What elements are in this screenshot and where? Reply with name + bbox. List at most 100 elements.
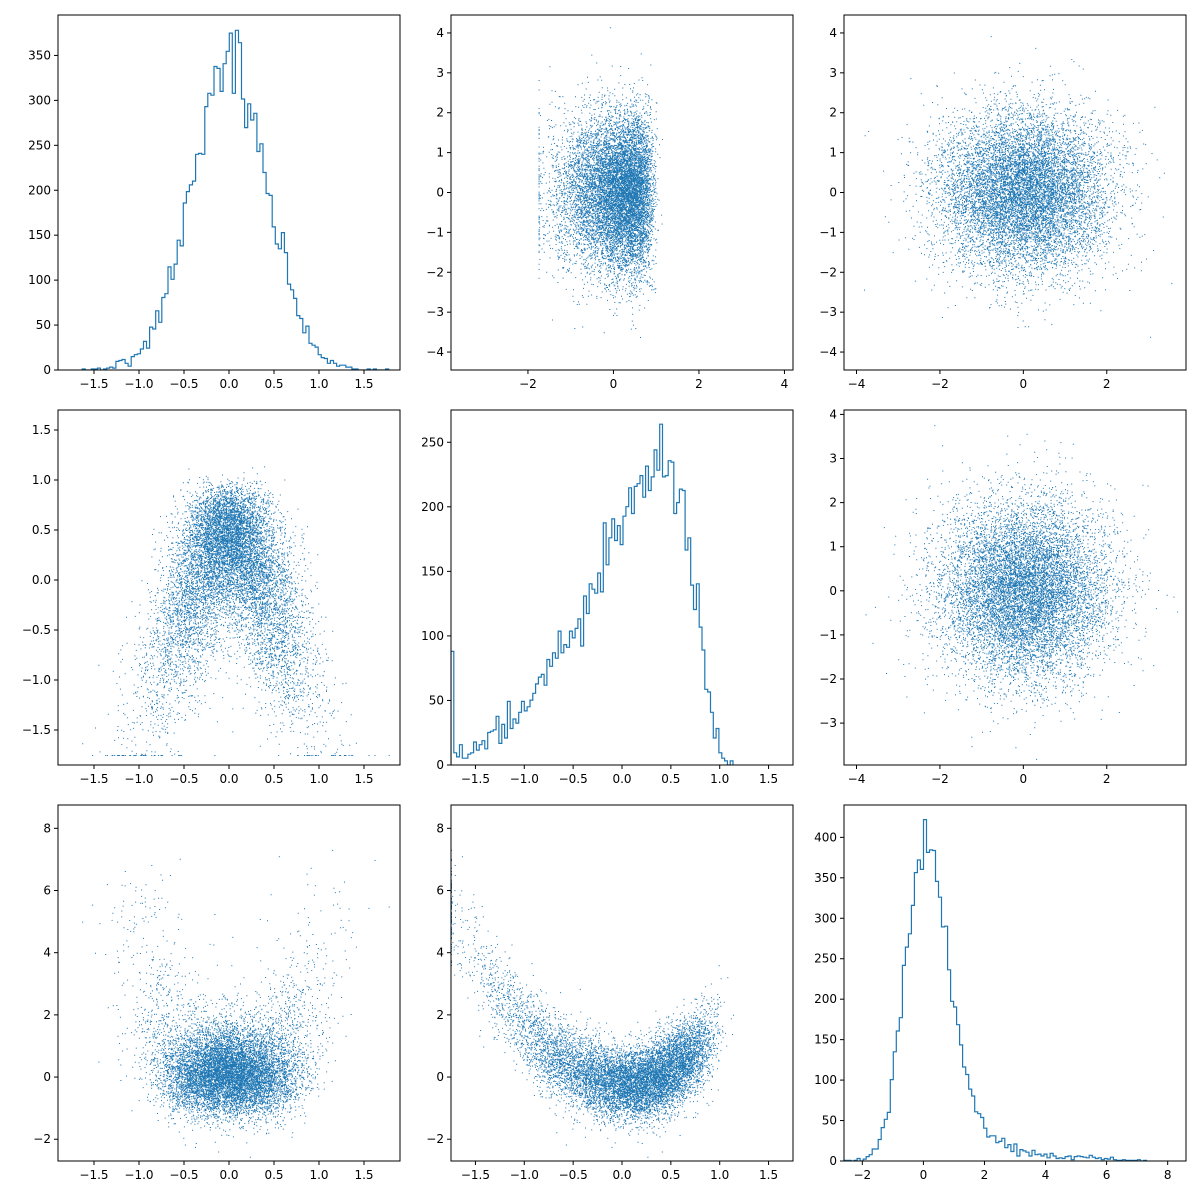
subplot-r0-c0: −1.5 −1.0 −0.5 0.0 0.5 1.0 1.5 0 50 100 150 200 250 3… (28, 14, 401, 391)
y-tick-label: 4 (829, 26, 837, 40)
y-tick-label: 3 (829, 452, 837, 466)
y-tick-label: 50 (822, 1114, 837, 1128)
x-tick-label: −1.5 (79, 1168, 108, 1182)
y-tick-label: 1 (436, 146, 444, 160)
subplot-r2-c1: −1.5 −1.0 −0.5 0.0 0.5 1.0 1.5 −2 0 2 4 6 8 (426, 804, 794, 1182)
x-tick-label: 0 (920, 1168, 928, 1182)
y-tick-label: 50 (429, 693, 444, 707)
x-tick-label: 8 (1164, 1168, 1172, 1182)
y-tick-label: 1 (829, 146, 837, 160)
x-tick-label: −2 (853, 1168, 871, 1182)
subplot-r1-c0: −1.5 −1.0 −0.5 0.0 0.5 1.0 1.5 −1.5 −1.0 −0.5 0.0 0… (22, 409, 401, 786)
subplot-r0-c1: −2 0 2 4 −4 −3 −2 −1 0 1 2 3 4 (426, 14, 794, 391)
y-tick-label: −1 (819, 628, 837, 642)
y-tick-label: 300 (28, 93, 51, 107)
y-tick-label: 4 (436, 946, 444, 960)
y-tick-label: 400 (814, 830, 837, 844)
y-tick-label: 0 (829, 584, 837, 598)
x-tick-label: −2 (931, 377, 949, 391)
y-tick-label: 1 (829, 540, 837, 554)
axes-frame (57, 409, 401, 766)
axes-frame (450, 804, 794, 1162)
y-tick-label: 150 (28, 228, 51, 242)
y-tick-label: −4 (426, 345, 444, 359)
histogram-step (81, 29, 390, 370)
y-tick-label: 4 (43, 946, 51, 960)
x-tick-label: −1.5 (79, 772, 108, 786)
y-tick-label: −2 (819, 672, 837, 686)
histogram-step (844, 819, 1148, 1161)
x-tick-label: 1.0 (309, 1168, 328, 1182)
y-tick-label: 100 (28, 273, 51, 287)
subplot-r1-c1: −1.5 −1.0 −0.5 0.0 0.5 1.0 1.5 0 50 100 150 200 250 (421, 409, 794, 786)
x-tick-label: 1.0 (710, 1168, 729, 1182)
x-tick-label: −1.0 (510, 1168, 539, 1182)
x-tick-label: 0.0 (219, 1168, 238, 1182)
x-tick-label: 0.5 (661, 772, 680, 786)
x-tick-label: −2 (931, 772, 949, 786)
x-tick-label: −0.5 (169, 377, 198, 391)
y-tick-label: −1 (819, 225, 837, 239)
y-tick-label: −1.0 (22, 673, 51, 687)
subplot-r2-c2: −2 0 2 4 6 8 0 50 100 150 200 250 300 350 400 (814, 804, 1187, 1182)
y-tick-label: −2 (33, 1132, 51, 1146)
scatter-points (82, 849, 390, 1158)
x-tick-label: 1.0 (309, 377, 328, 391)
y-tick-label: −2 (426, 1132, 444, 1146)
y-tick-label: −0.5 (22, 623, 51, 637)
y-tick-label: −3 (426, 305, 444, 319)
y-tick-label: 0 (829, 186, 837, 200)
x-tick-label: 1.0 (309, 772, 328, 786)
y-tick-label: 0 (436, 186, 444, 200)
x-tick-label: 1.5 (354, 377, 373, 391)
y-tick-label: 150 (421, 564, 444, 578)
x-tick-label: −1.0 (124, 377, 153, 391)
y-tick-label: 100 (814, 1073, 837, 1087)
y-tick-label: 50 (36, 318, 51, 332)
y-tick-label: 8 (436, 821, 444, 835)
y-tick-label: 2 (436, 106, 444, 120)
y-tick-label: 250 (814, 952, 837, 966)
x-tick-label: −0.5 (559, 1168, 588, 1182)
x-tick-label: −4 (848, 772, 866, 786)
x-tick-label: 0.0 (612, 772, 631, 786)
y-tick-label: 3 (829, 66, 837, 80)
x-tick-label: 1.0 (710, 772, 729, 786)
y-tick-label: 3 (436, 66, 444, 80)
x-tick-label: 0.0 (219, 377, 238, 391)
axes-frame (450, 409, 794, 766)
y-tick-label: −4 (819, 345, 837, 359)
y-tick-label: −1.5 (22, 723, 51, 737)
y-tick-label: 250 (421, 435, 444, 449)
axes-frame (843, 804, 1187, 1162)
y-tick-label: 2 (436, 1008, 444, 1022)
subplot-r0-c2: −4 −2 0 2 −4 −3 −2 −1 0 1 2 3 4 (819, 14, 1187, 391)
scatter-points (538, 27, 663, 338)
x-tick-label: −1.5 (79, 377, 108, 391)
y-tick-label: 0.0 (32, 573, 51, 587)
scatter-points (865, 425, 1179, 760)
x-tick-label: 2 (981, 1168, 989, 1182)
x-tick-label: 0 (610, 377, 618, 391)
x-tick-label: −1.0 (124, 1168, 153, 1182)
x-tick-label: 0.5 (264, 377, 283, 391)
x-tick-label: 0.5 (264, 1168, 283, 1182)
y-tick-label: 4 (436, 26, 444, 40)
subplot-r2-c0: −1.5 −1.0 −0.5 0.0 0.5 1.0 1.5 −2 0 2 4 6 8 (33, 804, 401, 1182)
y-tick-label: 300 (814, 911, 837, 925)
y-tick-label: 6 (43, 884, 51, 898)
x-tick-label: −0.5 (169, 772, 198, 786)
x-tick-label: −1.0 (510, 772, 539, 786)
scatter-points (451, 849, 734, 1158)
x-tick-label: 0 (1020, 772, 1028, 786)
y-tick-label: 0 (829, 1154, 837, 1168)
y-tick-label: 0 (436, 758, 444, 772)
y-tick-label: 200 (814, 992, 837, 1006)
x-tick-label: 2 (1103, 377, 1111, 391)
x-tick-label: −1.0 (124, 772, 153, 786)
x-tick-label: 1.5 (759, 772, 778, 786)
axes-frame (57, 804, 401, 1162)
x-tick-label: 1.5 (759, 1168, 778, 1182)
y-tick-label: 6 (436, 884, 444, 898)
y-tick-label: −2 (819, 265, 837, 279)
